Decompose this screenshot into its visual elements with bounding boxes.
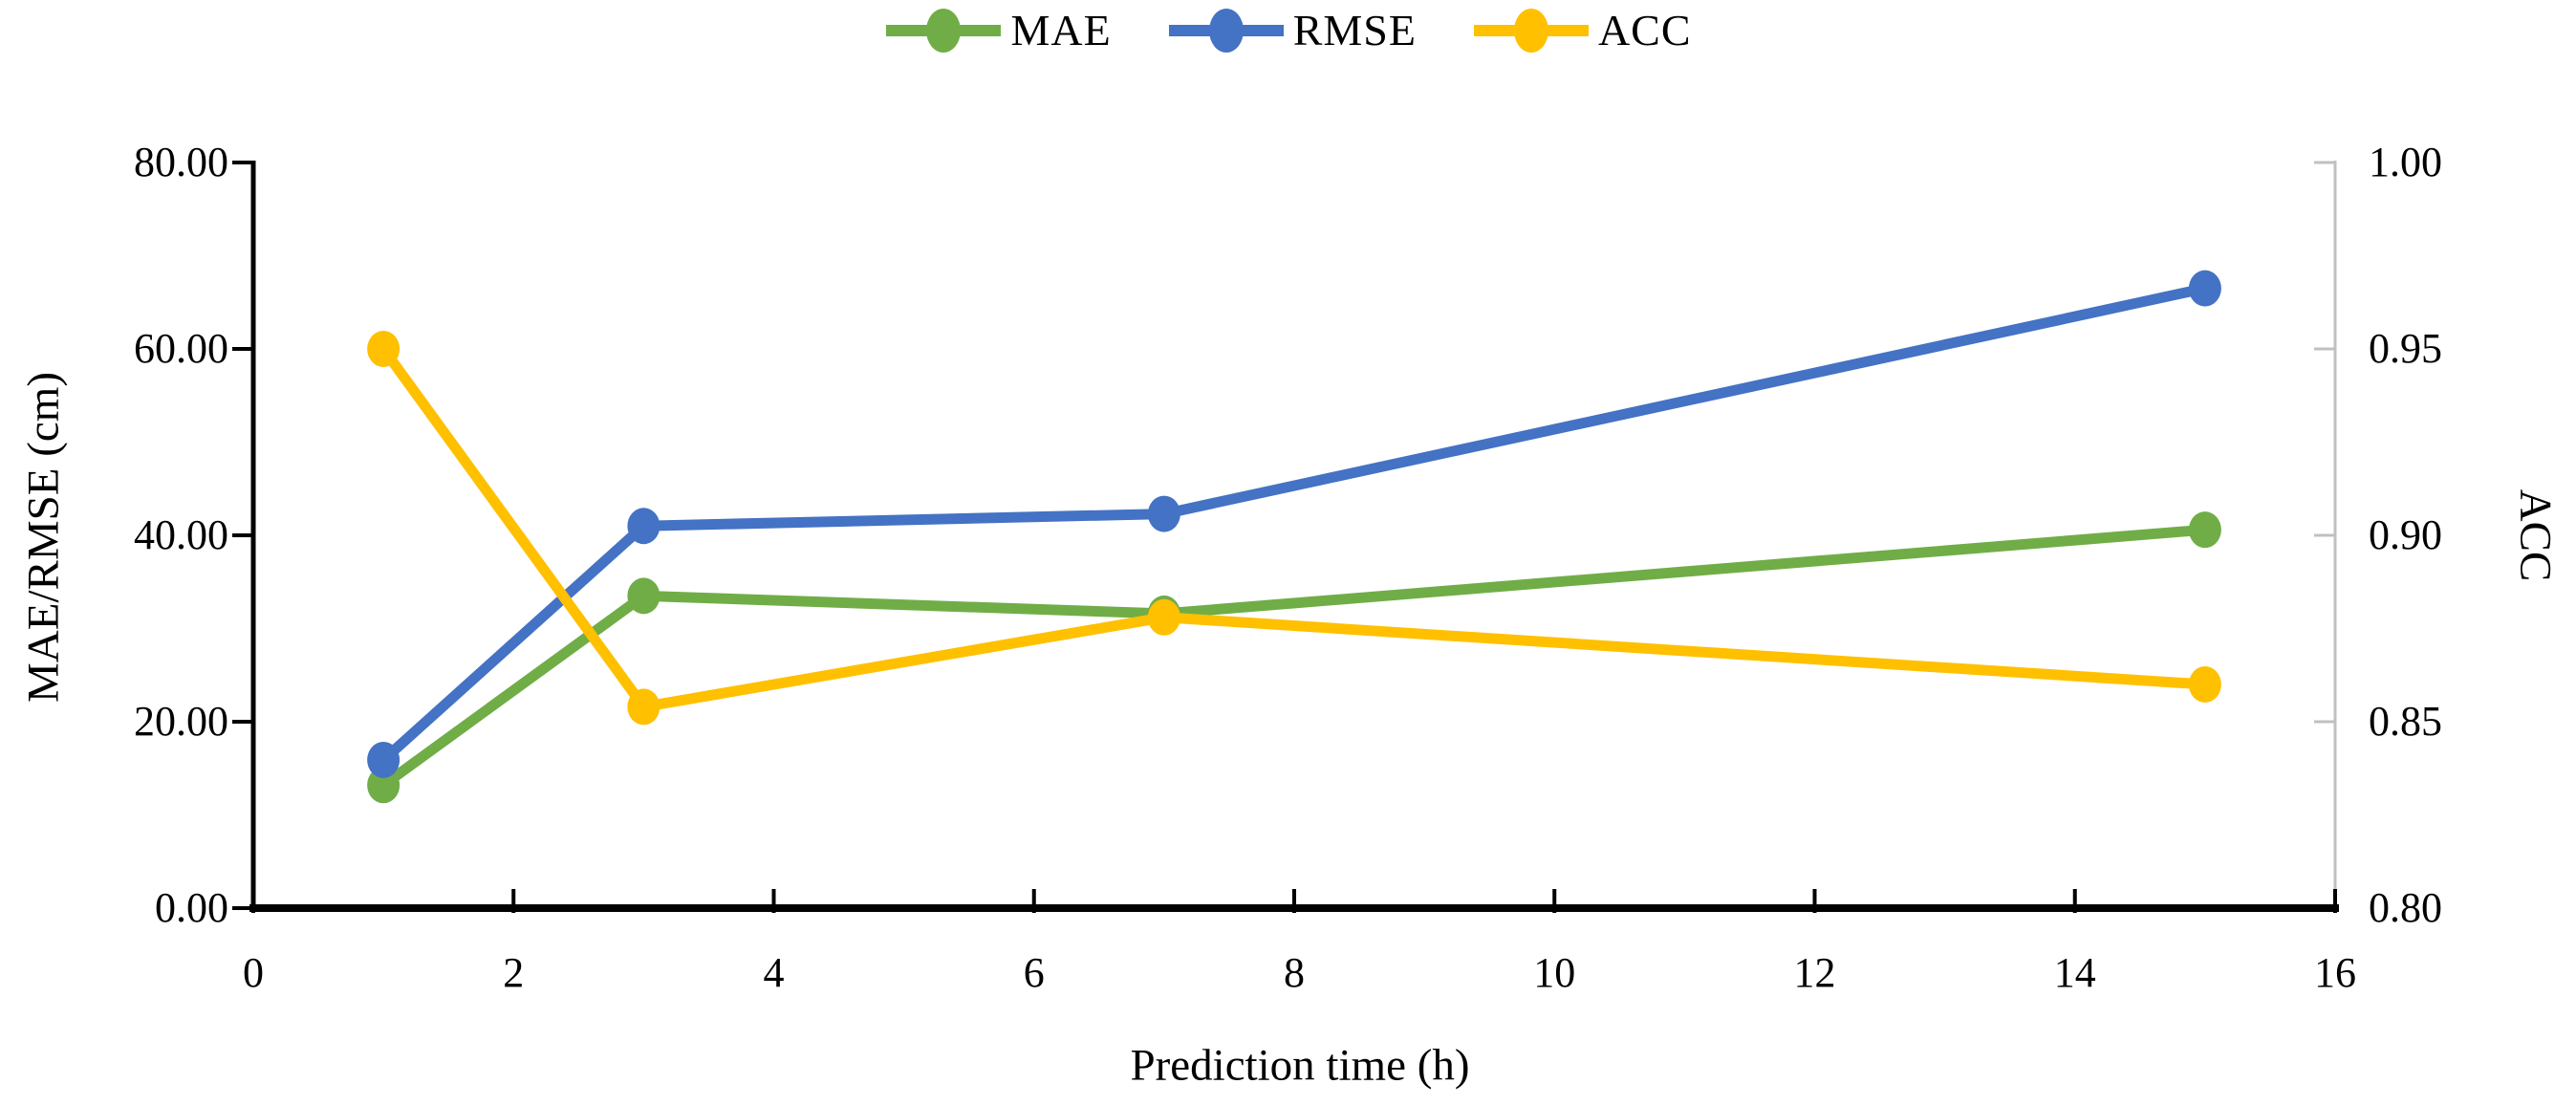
series-marker-acc	[367, 331, 400, 367]
series-marker-acc	[1147, 598, 1180, 636]
series-marker-rmse	[1147, 495, 1180, 532]
series-marker-rmse	[627, 508, 660, 545]
x-axis-tick-label: 14	[2053, 949, 2096, 996]
left-axis-tick-label: 60.00	[134, 325, 228, 372]
x-axis-tick-label: 2	[503, 949, 525, 996]
x-axis-tick-label: 0	[243, 949, 264, 996]
series-marker-mae	[627, 577, 660, 615]
series-marker-rmse	[367, 741, 400, 778]
left-axis-tick-label: 20.00	[134, 698, 228, 745]
mae-line-marker-icon	[886, 9, 1002, 53]
x-axis-tick-label: 16	[2314, 949, 2356, 996]
x-axis-tick-label: 10	[1533, 949, 1576, 996]
series-marker-mae	[2188, 511, 2221, 549]
right-axis-tick-label: 0.80	[2369, 884, 2442, 931]
legend-label-rmse: RMSE	[1292, 6, 1417, 54]
left-axis-title: MAE/RMSE (cm)	[18, 372, 69, 703]
left-axis-tick-label: 40.00	[134, 511, 228, 558]
right-axis-tick-label: 1.00	[2369, 139, 2442, 185]
left-axis-tick-label: 0.00	[155, 884, 228, 931]
x-axis-tick-label: 4	[763, 949, 785, 996]
series-marker-rmse	[2188, 270, 2221, 307]
left-axis-tick-label: 80.00	[134, 139, 228, 185]
legend-label-acc: ACC	[1597, 6, 1692, 54]
acc-line-marker-icon	[1473, 9, 1589, 53]
right-axis-tick-label: 0.85	[2369, 698, 2442, 745]
rmse-line-marker-icon	[1168, 9, 1284, 53]
x-axis-tick-label: 8	[1284, 949, 1305, 996]
series-marker-acc	[627, 688, 660, 726]
legend-item-rmse: RMSE	[1167, 6, 1417, 55]
legend: MAE RMSE ACC	[0, 6, 2576, 55]
right-axis-tick-label: 0.95	[2369, 325, 2442, 372]
legend-item-acc: ACC	[1472, 6, 1692, 55]
x-axis-title: Prediction time (h)	[1130, 1040, 1470, 1091]
x-axis-tick-label: 6	[1023, 949, 1045, 996]
right-axis-title: ACC	[2510, 488, 2561, 582]
legend-label-mae: MAE	[1010, 6, 1112, 54]
x-axis-tick-label: 12	[1793, 949, 1836, 996]
series-line-rmse	[378, 283, 2211, 766]
series-marker-mae	[367, 767, 400, 804]
series-line-acc	[378, 343, 2211, 712]
right-axis-tick-label: 0.90	[2369, 511, 2442, 558]
series-line-mae	[378, 524, 2211, 791]
legend-item-mae: MAE	[884, 6, 1111, 55]
series-marker-acc	[2188, 666, 2221, 703]
